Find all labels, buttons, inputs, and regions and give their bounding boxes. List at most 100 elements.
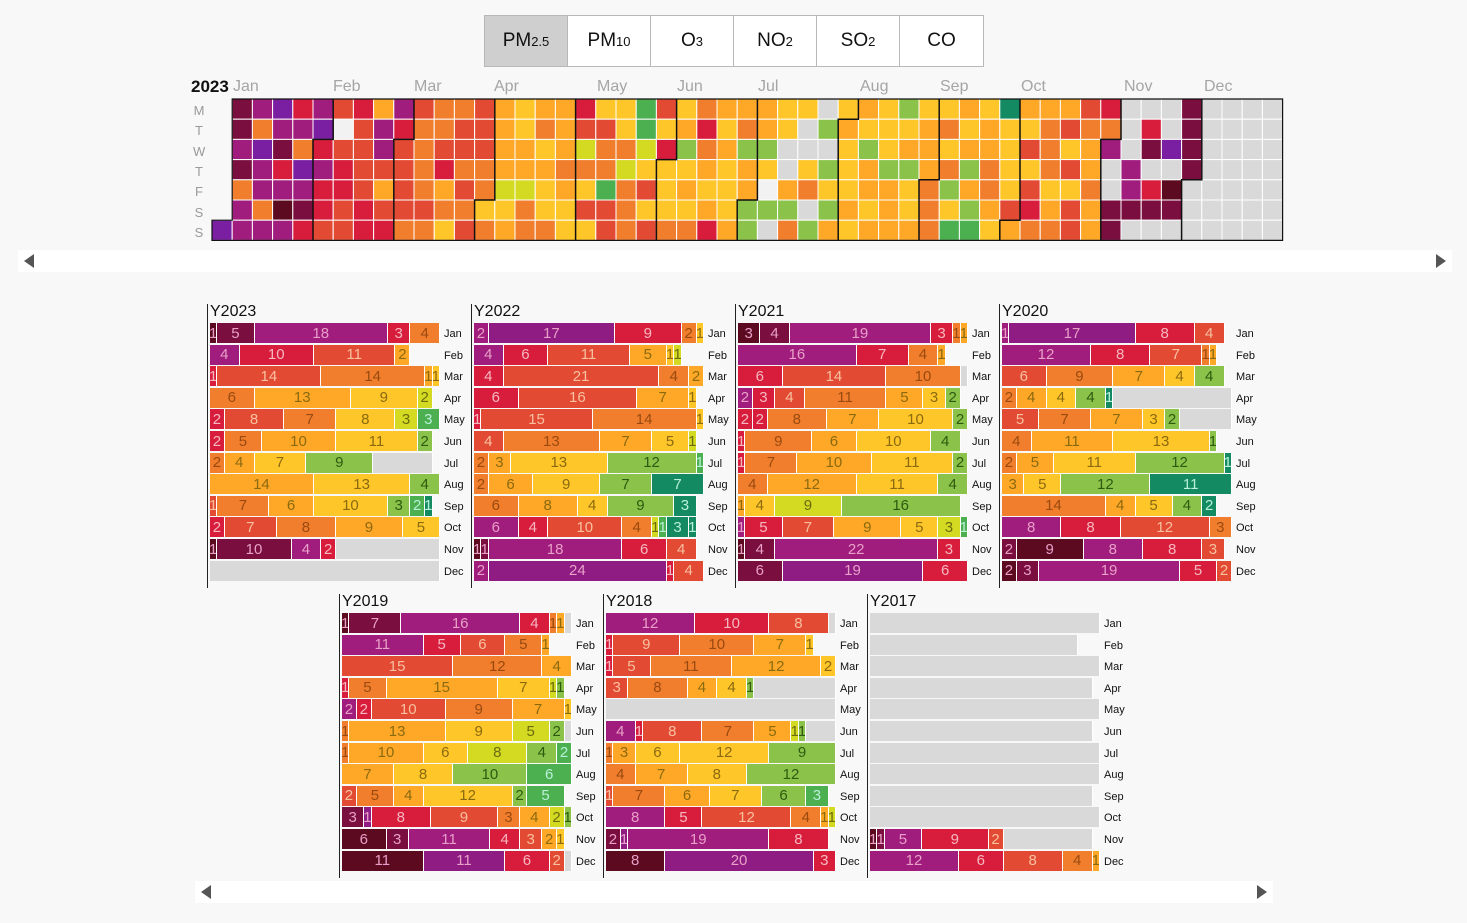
calendar-day-cell[interactable] (514, 199, 536, 221)
calendar-day-cell[interactable] (373, 98, 395, 120)
calendar-day-cell[interactable] (898, 179, 920, 201)
calendar-day-cell[interactable] (979, 138, 1001, 161)
calendar-day-cell[interactable] (655, 118, 678, 140)
calendar-day-cell[interactable] (817, 159, 839, 181)
calendar-day-cell[interactable] (393, 138, 415, 161)
month-bar[interactable]: 136129 (606, 742, 836, 763)
month-bar[interactable]: 8 8 12 3 (1002, 517, 1232, 538)
calendar-day-cell[interactable] (575, 199, 597, 221)
month-bar[interactable]: 1710112 (738, 452, 968, 473)
month-bar[interactable]: 22414 (474, 560, 704, 581)
month-bar[interactable]: 24441 (1002, 387, 1232, 408)
calendar-day-cell[interactable] (655, 219, 678, 241)
calendar-day-cell[interactable] (373, 179, 395, 201)
calendar-day-cell[interactable] (918, 219, 940, 241)
calendar-day-cell[interactable] (1181, 118, 1203, 140)
calendar-day-cell[interactable] (1241, 179, 1263, 201)
calendar-day-cell[interactable] (696, 98, 718, 120)
calendar-day-cell[interactable] (231, 98, 253, 120)
month-bar[interactable] (870, 721, 1093, 741)
calendar-day-cell[interactable] (494, 219, 516, 241)
calendar-day-cell[interactable] (878, 219, 900, 241)
calendar-day-cell[interactable] (979, 199, 1001, 221)
calendar-day-cell[interactable] (595, 219, 617, 241)
calendar-day-cell[interactable] (1039, 98, 1061, 120)
calendar-day-cell[interactable] (736, 159, 758, 181)
calendar-day-cell[interactable] (1100, 98, 1122, 120)
calendar-day-cell[interactable] (312, 98, 334, 120)
calendar-day-cell[interactable] (817, 219, 839, 241)
calendar-day-cell[interactable] (878, 179, 900, 201)
calendar-day-cell[interactable] (433, 118, 455, 140)
month-bar[interactable]: 4187511 (606, 721, 836, 741)
calendar-day-cell[interactable] (332, 118, 354, 140)
calendar-day-cell[interactable] (453, 199, 476, 221)
calendar-day-cell[interactable] (1059, 138, 1082, 161)
calendar-day-cell[interactable] (736, 199, 758, 221)
calendar-day-cell[interactable] (938, 98, 960, 120)
calendar-day-cell[interactable] (676, 179, 698, 201)
month-bar[interactable]: 2511121 (1002, 452, 1232, 473)
calendar-day-cell[interactable] (857, 199, 880, 221)
month-bar[interactable]: 14916 (738, 495, 961, 516)
calendar-day-cell[interactable] (352, 219, 375, 241)
calendar-day-cell[interactable] (1100, 199, 1122, 221)
calendar-day-cell[interactable] (534, 199, 556, 221)
calendar-day-cell[interactable] (332, 219, 354, 241)
calendar-day-cell[interactable] (1140, 179, 1162, 201)
calendar-day-cell[interactable] (736, 118, 758, 140)
calendar-day-cell[interactable] (474, 219, 496, 241)
month-bar[interactable]: 1106842 (342, 742, 572, 763)
month-bar[interactable]: 115141 (474, 409, 704, 430)
calendar-day-cell[interactable] (635, 118, 657, 140)
calendar-day-cell[interactable] (1120, 219, 1142, 241)
calendar-day-cell[interactable] (1241, 159, 1263, 181)
calendar-day-cell[interactable] (817, 138, 839, 161)
calendar-day-cell[interactable] (534, 159, 556, 181)
calendar-day-cell[interactable] (1181, 159, 1203, 181)
calendar-day-cell[interactable] (979, 179, 1001, 201)
calendar-day-cell[interactable] (1039, 199, 1061, 221)
month-bar[interactable] (870, 764, 1100, 785)
calendar-day-cell[interactable] (676, 118, 698, 140)
calendar-day-cell[interactable] (1059, 118, 1082, 140)
calendar-day-cell[interactable] (918, 138, 940, 161)
calendar-day-cell[interactable] (231, 179, 253, 201)
calendar-day-cell[interactable] (554, 179, 577, 201)
calendar-day-cell[interactable] (1080, 219, 1102, 241)
tab-pm10[interactable]: PM 10 (568, 16, 651, 66)
calendar-day-cell[interactable] (1221, 138, 1243, 161)
calendar-day-cell[interactable] (979, 118, 1001, 140)
calendar-day-cell[interactable] (837, 179, 859, 201)
calendar-day-cell[interactable] (1120, 138, 1142, 161)
calendar-day-cell[interactable] (1140, 118, 1162, 140)
calendar-day-cell[interactable] (413, 159, 435, 181)
month-bar[interactable]: 8512411 (606, 807, 836, 828)
calendar-day-cell[interactable] (1140, 219, 1162, 241)
calendar-day-cell[interactable] (373, 118, 395, 140)
calendar-day-cell[interactable] (878, 98, 900, 120)
calendar-day-cell[interactable] (352, 159, 375, 181)
calendar-day-cell[interactable] (777, 159, 799, 181)
month-bar[interactable]: 126841 (870, 850, 1100, 871)
calendar-day-cell[interactable] (352, 179, 375, 201)
calendar-day-cell[interactable] (373, 159, 395, 181)
calendar-day-cell[interactable] (433, 138, 455, 161)
calendar-day-cell[interactable] (1080, 118, 1102, 140)
calendar-day-cell[interactable] (433, 199, 455, 221)
calendar-day-cell[interactable] (231, 159, 253, 181)
calendar-day-cell[interactable] (453, 179, 476, 201)
calendar-day-cell[interactable] (1221, 98, 1243, 120)
calendar-day-cell[interactable] (797, 179, 819, 201)
calendar-day-cell[interactable] (979, 98, 1001, 120)
calendar-day-cell[interactable] (999, 219, 1021, 241)
calendar-day-cell[interactable] (272, 138, 294, 161)
calendar-day-cell[interactable] (898, 219, 920, 241)
calendar-day-cell[interactable] (756, 219, 779, 241)
month-bar[interactable]: 3419311 (738, 323, 968, 343)
calendar-day-cell[interactable] (211, 219, 233, 241)
calendar-day-cell[interactable] (534, 118, 556, 140)
calendar-day-cell[interactable] (1221, 118, 1243, 140)
